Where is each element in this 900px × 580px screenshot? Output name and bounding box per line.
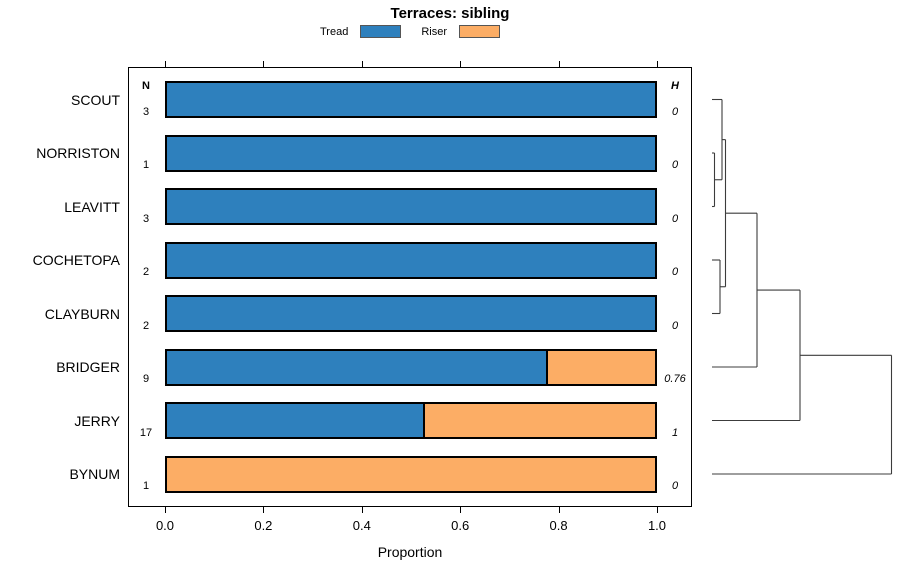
- stacked-bar: [165, 241, 657, 279]
- stacked-bar: [165, 134, 657, 172]
- category-label: LEAVITT: [64, 198, 120, 215]
- category-label: BYNUM: [69, 466, 120, 482]
- x-axis-title: Proportion: [377, 544, 443, 560]
- tread-segment: [165, 134, 657, 172]
- h-value: 0.76: [664, 373, 686, 385]
- tread-segment: [165, 241, 657, 279]
- axis-tick-top: [263, 61, 265, 67]
- h-value: 0: [671, 159, 679, 171]
- n-value: 1: [142, 480, 150, 492]
- axis-tick-top: [460, 61, 462, 67]
- h-value: 0: [671, 212, 679, 225]
- h-value: 0: [671, 266, 679, 278]
- axis-tick-label: 0.0: [155, 518, 175, 533]
- h-column-header: H: [671, 80, 679, 92]
- n-column-header: N: [142, 80, 150, 92]
- n-value: 3: [142, 212, 150, 225]
- n-value: 2: [142, 319, 150, 332]
- axis-tick-bottom: [361, 507, 363, 513]
- tread-segment: [165, 188, 657, 225]
- axis-tick-bottom: [558, 507, 560, 513]
- axis-tick-bottom: [460, 507, 462, 513]
- riser-segment: [423, 402, 657, 439]
- stacked-bar: [165, 348, 657, 386]
- category-label: BRIDGER: [56, 359, 120, 375]
- axis-tick-bottom: [657, 507, 658, 513]
- n-value: 2: [142, 266, 150, 278]
- axis-tick-label: 0.6: [451, 518, 470, 533]
- n-value: 9: [142, 373, 150, 385]
- riser-segment: [165, 455, 657, 493]
- chart-legend: Tread Riser: [0, 25, 820, 38]
- axis-tick-top: [558, 61, 560, 67]
- axis-tick-top: [165, 61, 166, 67]
- chart-title: Terraces: sibling: [390, 5, 510, 22]
- axis-tick-bottom: [165, 507, 166, 513]
- stacked-bar: [165, 295, 657, 332]
- category-label: CLAYBURN: [44, 305, 120, 322]
- tread-segment: [165, 402, 425, 439]
- legend-item-tread: Tread: [320, 25, 402, 38]
- axis-tick-label: 0.2: [254, 518, 273, 533]
- riser-segment: [546, 348, 657, 386]
- legend-item-riser: Riser: [421, 25, 500, 38]
- axis-tick-label: 0.8: [549, 518, 568, 533]
- n-value: 3: [142, 105, 150, 118]
- h-value: 0: [671, 319, 679, 332]
- stacked-bar: [165, 81, 657, 118]
- stacked-bar: [165, 402, 657, 439]
- axis-tick-top: [657, 61, 658, 67]
- category-label: NORRISTON: [36, 145, 120, 161]
- stacked-bar: [165, 188, 657, 225]
- tread-segment: [165, 348, 548, 386]
- h-value: 0: [671, 105, 679, 118]
- riser-swatch: [459, 25, 500, 38]
- category-label: COCHETOPA: [32, 252, 120, 268]
- axis-tick-top: [361, 61, 363, 67]
- tread-segment: [165, 81, 657, 118]
- tread-segment: [165, 295, 657, 332]
- axis-tick-bottom: [263, 507, 265, 513]
- plot-area: [128, 67, 692, 507]
- h-value: 1: [671, 426, 679, 439]
- axis-tick-label: 0.4: [352, 518, 371, 533]
- category-label: JERRY: [74, 412, 120, 429]
- tread-swatch: [360, 25, 402, 38]
- n-value: 1: [142, 159, 150, 171]
- axis-tick-label: 1.0: [647, 518, 667, 533]
- n-value: 17: [139, 426, 153, 439]
- legend-label-riser: Riser: [421, 25, 447, 38]
- legend-label-tread: Tread: [320, 25, 349, 38]
- stacked-bar: [165, 455, 657, 493]
- category-label: SCOUT: [71, 91, 120, 108]
- h-value: 0: [671, 480, 679, 492]
